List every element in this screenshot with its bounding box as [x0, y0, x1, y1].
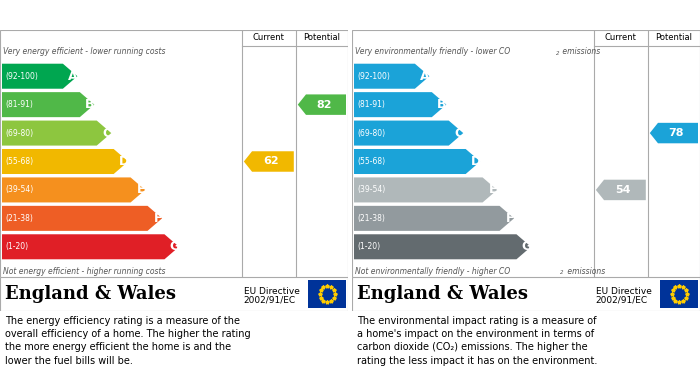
Polygon shape: [2, 120, 111, 145]
Text: G: G: [169, 240, 180, 253]
Text: B: B: [85, 98, 94, 111]
Polygon shape: [354, 234, 531, 259]
Text: A: A: [420, 70, 430, 83]
Text: Not energy efficient - higher running costs: Not energy efficient - higher running co…: [3, 267, 165, 276]
Text: (55-68): (55-68): [5, 157, 33, 166]
Text: B: B: [438, 98, 447, 111]
Text: (92-100): (92-100): [5, 72, 38, 81]
Text: 82: 82: [316, 100, 332, 109]
Text: E: E: [136, 183, 145, 196]
Text: C: C: [454, 127, 463, 140]
Polygon shape: [354, 92, 447, 117]
Text: ) Rating: ) Rating: [580, 7, 640, 20]
Text: F: F: [153, 212, 162, 225]
Polygon shape: [354, 149, 480, 174]
Polygon shape: [354, 120, 463, 145]
Polygon shape: [298, 94, 346, 115]
Text: Environmental Impact (CO: Environmental Impact (CO: [358, 7, 554, 20]
Text: The environmental impact rating is a measure of
a home's impact on the environme: The environmental impact rating is a mea…: [357, 316, 597, 366]
Text: A: A: [68, 70, 78, 83]
Text: 54: 54: [615, 185, 631, 195]
Text: 62: 62: [263, 156, 279, 167]
Text: Energy Efficiency Rating: Energy Efficiency Rating: [6, 7, 190, 20]
Polygon shape: [650, 123, 698, 143]
Text: G: G: [522, 240, 532, 253]
Text: 2: 2: [556, 51, 559, 56]
Polygon shape: [596, 180, 646, 200]
Text: (81-91): (81-91): [5, 100, 33, 109]
Text: Very energy efficient - lower running costs: Very energy efficient - lower running co…: [3, 47, 165, 57]
Text: F: F: [505, 212, 514, 225]
Text: D: D: [119, 155, 129, 168]
Text: 2002/91/EC: 2002/91/EC: [244, 296, 295, 305]
Text: emissions: emissions: [560, 47, 601, 57]
Text: 78: 78: [668, 128, 684, 138]
Polygon shape: [354, 64, 429, 89]
Bar: [308, 280, 346, 308]
Text: Potential: Potential: [303, 34, 340, 43]
Text: England & Wales: England & Wales: [5, 285, 176, 303]
Polygon shape: [2, 149, 128, 174]
Text: The energy efficiency rating is a measure of the
overall efficiency of a home. T: The energy efficiency rating is a measur…: [5, 316, 251, 366]
Text: (69-80): (69-80): [357, 129, 385, 138]
Text: England & Wales: England & Wales: [357, 285, 528, 303]
Text: (39-54): (39-54): [5, 185, 34, 194]
Text: EU Directive: EU Directive: [244, 287, 300, 296]
Text: (1-20): (1-20): [357, 242, 380, 251]
Polygon shape: [2, 64, 78, 89]
Text: (1-20): (1-20): [5, 242, 28, 251]
Bar: [660, 280, 699, 308]
Text: Very environmentally friendly - lower CO: Very environmentally friendly - lower CO: [355, 47, 510, 57]
Polygon shape: [244, 151, 294, 172]
Text: E: E: [489, 183, 497, 196]
Polygon shape: [2, 234, 179, 259]
Text: (92-100): (92-100): [357, 72, 390, 81]
Text: (81-91): (81-91): [357, 100, 385, 109]
Polygon shape: [2, 92, 94, 117]
Text: emissions: emissions: [565, 267, 605, 276]
Polygon shape: [354, 178, 497, 203]
Text: 2: 2: [574, 11, 581, 22]
Text: Current: Current: [253, 34, 285, 43]
Text: (21-38): (21-38): [357, 214, 385, 223]
Text: EU Directive: EU Directive: [596, 287, 652, 296]
Text: (69-80): (69-80): [5, 129, 33, 138]
Text: 2: 2: [560, 270, 564, 275]
Text: Current: Current: [605, 34, 637, 43]
Text: (55-68): (55-68): [357, 157, 385, 166]
Polygon shape: [2, 178, 145, 203]
Polygon shape: [2, 206, 162, 231]
Text: D: D: [470, 155, 481, 168]
Text: Not environmentally friendly - higher CO: Not environmentally friendly - higher CO: [355, 267, 510, 276]
Text: Potential: Potential: [655, 34, 692, 43]
Polygon shape: [354, 206, 514, 231]
Text: (21-38): (21-38): [5, 214, 33, 223]
Text: 2002/91/EC: 2002/91/EC: [596, 296, 648, 305]
Text: (39-54): (39-54): [357, 185, 385, 194]
Text: C: C: [102, 127, 111, 140]
